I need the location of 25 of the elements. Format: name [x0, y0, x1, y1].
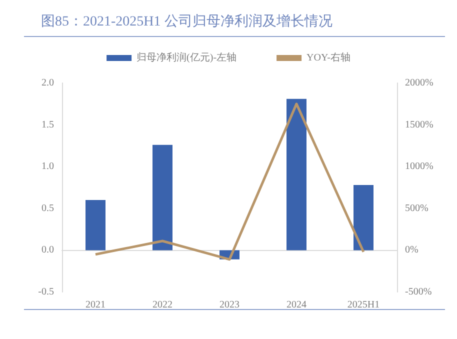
chart-title: 图85：2021-2025H1 公司归母净利润及增长情况: [41, 14, 332, 30]
y-tick-label: 0.0: [42, 244, 54, 256]
y2-tick-label: -500%: [405, 286, 432, 298]
x-tick-label: 2024: [286, 300, 306, 310]
x-tick-label: 2021: [86, 300, 106, 310]
bar: [152, 144, 172, 250]
bar: [286, 98, 306, 250]
y2-tick-label: 2000%: [405, 78, 434, 88]
y-tick-label: 1.5: [42, 119, 54, 130]
legend-label: YOY-右轴: [306, 52, 350, 64]
legend-label: 归母净利润(亿元)-左轴: [136, 52, 237, 64]
bar: [86, 200, 106, 250]
y-tick-label: 0.5: [42, 202, 54, 214]
y2-tick-label: 1500%: [405, 119, 434, 130]
y2-tick-label: 1000%: [405, 161, 434, 172]
y-tick-label: -0.5: [38, 286, 54, 298]
y-tick-label: 1.0: [42, 161, 54, 172]
line-series: [94, 102, 365, 261]
x-tick-label: 2023: [220, 300, 240, 310]
y-tick-label: 2.0: [42, 78, 54, 88]
x-tick-label: 2022: [152, 300, 172, 310]
bar: [354, 184, 374, 250]
y2-tick-label: 0%: [405, 244, 418, 256]
y2-tick-label: 500%: [405, 202, 428, 214]
x-tick-label: 2025H1: [347, 300, 380, 310]
